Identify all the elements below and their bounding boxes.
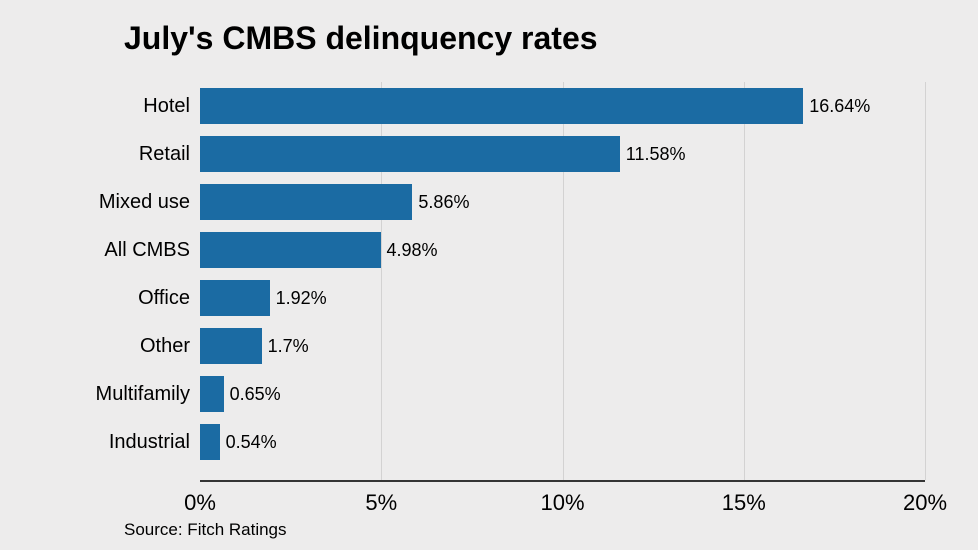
category-label: Hotel [143, 95, 190, 118]
value-label: 1.7% [268, 336, 309, 357]
category-label: Mixed use [99, 191, 190, 214]
category-label: All CMBS [104, 239, 190, 262]
chart-title: July's CMBS delinquency rates [124, 20, 598, 57]
bar [200, 424, 220, 460]
value-label: 0.65% [230, 384, 281, 405]
category-label: Multifamily [96, 383, 190, 406]
bar [200, 184, 412, 220]
source-label: Source: Fitch Ratings [124, 520, 287, 540]
bar-row: Office1.92% [200, 280, 925, 316]
plot-area: Hotel16.64% Retail11.58% Mixed use5.86% All… [200, 82, 925, 482]
value-label: 4.98% [387, 240, 438, 261]
bar-row: Mixed use5.86% [200, 184, 925, 220]
bar-row: Industrial0.54% [200, 424, 925, 460]
gridline [925, 82, 926, 480]
bar-row: All CMBS4.98% [200, 232, 925, 268]
value-label: 1.92% [276, 288, 327, 309]
x-tick-label: 10% [540, 490, 584, 516]
category-label: Other [140, 335, 190, 358]
bar-row: Multifamily0.65% [200, 376, 925, 412]
bar-row: Hotel16.64% [200, 88, 925, 124]
bar-row: Other1.7% [200, 328, 925, 364]
bar [200, 88, 803, 124]
bar [200, 376, 224, 412]
value-label: 0.54% [226, 432, 277, 453]
bar [200, 136, 620, 172]
x-tick-label: 5% [365, 490, 397, 516]
category-label: Office [138, 287, 190, 310]
category-label: Industrial [109, 431, 190, 454]
value-label: 11.58% [626, 144, 686, 165]
value-label: 5.86% [418, 192, 469, 213]
x-tick-label: 15% [722, 490, 766, 516]
category-label: Retail [139, 143, 190, 166]
x-tick-label: 0% [184, 490, 216, 516]
bar [200, 280, 270, 316]
x-tick-label: 20% [903, 490, 947, 516]
bar-row: Retail11.58% [200, 136, 925, 172]
value-label: 16.64% [809, 96, 870, 117]
bar [200, 232, 381, 268]
chart-canvas: July's CMBS delinquency rates Hotel16.64… [0, 0, 978, 550]
bar [200, 328, 262, 364]
